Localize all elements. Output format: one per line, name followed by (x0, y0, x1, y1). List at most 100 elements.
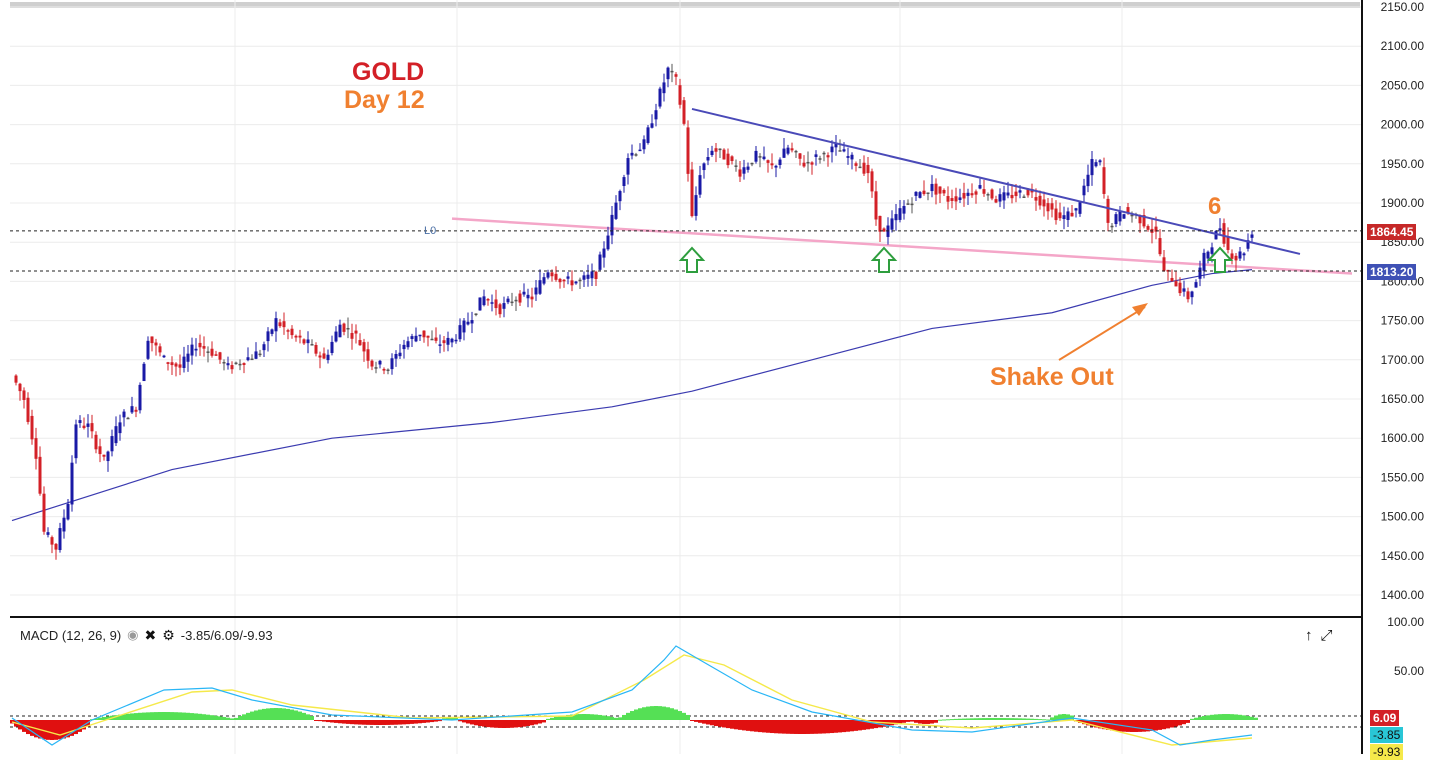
candle-body (1238, 251, 1242, 259)
macd-histogram-bar (654, 706, 658, 720)
candle-body (1186, 291, 1190, 300)
macd-histogram-bar (462, 720, 466, 723)
candle-body (714, 148, 718, 152)
macd-histogram-bar (10, 720, 14, 724)
macd-histogram-bar (450, 717, 454, 720)
candle-body (786, 147, 790, 154)
macd-histogram-bar (1002, 718, 1006, 720)
macd-tag-macd: -3.85 (1370, 727, 1404, 743)
macd-histogram-bar (666, 707, 670, 720)
candle-body (426, 335, 430, 338)
candle-body (810, 162, 814, 165)
y-tick-label: 1450.00 (1381, 549, 1425, 563)
macd-histogram-bar (926, 720, 930, 724)
candle-body (538, 280, 542, 294)
macd-histogram-bar (1202, 716, 1206, 720)
candle-body (1102, 167, 1106, 194)
candle-body (842, 149, 846, 152)
arrow-up-icon[interactable]: ↑ (1305, 627, 1313, 644)
macd-histogram-bar (750, 720, 754, 732)
close-icon[interactable]: ✖ (144, 627, 157, 643)
macd-histogram-bar (370, 720, 374, 725)
candle-body (110, 436, 114, 452)
candle-body (302, 339, 306, 344)
candle-body (574, 281, 578, 284)
macd-histogram-bar (262, 708, 266, 720)
candle-body (54, 543, 58, 550)
macd-histogram-bar (146, 712, 150, 720)
macd-histogram-bar (522, 720, 526, 727)
candle-body (894, 214, 898, 221)
macd-histogram-bar (718, 720, 722, 727)
candle-body (150, 336, 154, 344)
macd-histogram-bar (1086, 720, 1090, 726)
macd-histogram-bar (1174, 720, 1178, 727)
candle-body (814, 154, 818, 157)
macd-histogram-bar (1050, 717, 1054, 720)
macd-histogram-bar (138, 712, 142, 720)
macd-histogram-bar (906, 720, 910, 722)
macd-histogram-bar (338, 720, 342, 724)
candle-body (474, 313, 478, 316)
macd-histogram-bar (498, 720, 502, 728)
macd-histogram-bar (1218, 714, 1222, 720)
expand-icon[interactable]: ⤢ (1320, 627, 1333, 644)
candle-body (262, 344, 266, 351)
candle-body (50, 537, 54, 545)
macd-histogram-bar (390, 720, 394, 725)
l0-label: L0 (424, 225, 437, 237)
macd-histogram-bar (1162, 720, 1166, 730)
candle-body (1178, 282, 1182, 294)
macd-histogram-bar (558, 716, 562, 720)
candle-body (206, 351, 210, 353)
candle-body (646, 127, 650, 143)
candle-body (1130, 214, 1134, 217)
candle-body (274, 318, 278, 332)
candle-body (414, 335, 418, 342)
candle-body (186, 353, 190, 362)
candle-body (990, 189, 994, 199)
macd-histogram-bar (230, 718, 234, 720)
candle-body (1194, 282, 1198, 288)
candle-body (1034, 197, 1038, 201)
macd-histogram-bar (142, 712, 146, 720)
candle-body (446, 337, 450, 345)
macd-tag-hist: -9.93 (1370, 744, 1404, 760)
macd-histogram-bar (310, 716, 314, 720)
candle-body (330, 341, 334, 353)
candle-body (790, 148, 794, 151)
macd-histogram-bar (1182, 720, 1186, 725)
candle-body (402, 344, 406, 350)
candle-body (982, 189, 986, 194)
candle-body (830, 146, 834, 153)
candle-body (1022, 196, 1026, 199)
gear-icon[interactable]: ⚙ (162, 627, 175, 643)
candle-body (130, 406, 134, 413)
eye-icon[interactable]: ◉ (127, 627, 139, 642)
candle-body (1234, 255, 1238, 261)
candle-body (310, 344, 314, 346)
candle-body (1050, 203, 1054, 210)
candle-body (662, 82, 666, 94)
macd-histogram-bar (846, 720, 850, 732)
macd-histogram-bar (782, 720, 786, 734)
macd-histogram-bar (126, 713, 130, 720)
macd-line (11, 645, 1253, 746)
macd-histogram-bar (1094, 720, 1098, 728)
macd-histogram-bar (1038, 719, 1042, 721)
candle-body (286, 330, 290, 332)
macd-histogram-bar (814, 720, 818, 734)
macd-histogram-bar (1090, 720, 1094, 727)
macd-histogram-bar (350, 720, 354, 725)
macd-histogram-bar (1242, 715, 1246, 720)
macd-histogram-bar (414, 720, 418, 724)
macd-histogram-bar (1222, 714, 1226, 720)
candle-body (138, 384, 142, 411)
macd-histogram-bar (586, 714, 590, 720)
macd-histogram-bar (170, 712, 174, 720)
macd-histogram-bar (678, 711, 682, 720)
candle-body (226, 363, 230, 366)
candle-body (1046, 203, 1050, 212)
macd-histogram-bar (546, 718, 550, 720)
macd-histogram-bar (178, 712, 182, 720)
